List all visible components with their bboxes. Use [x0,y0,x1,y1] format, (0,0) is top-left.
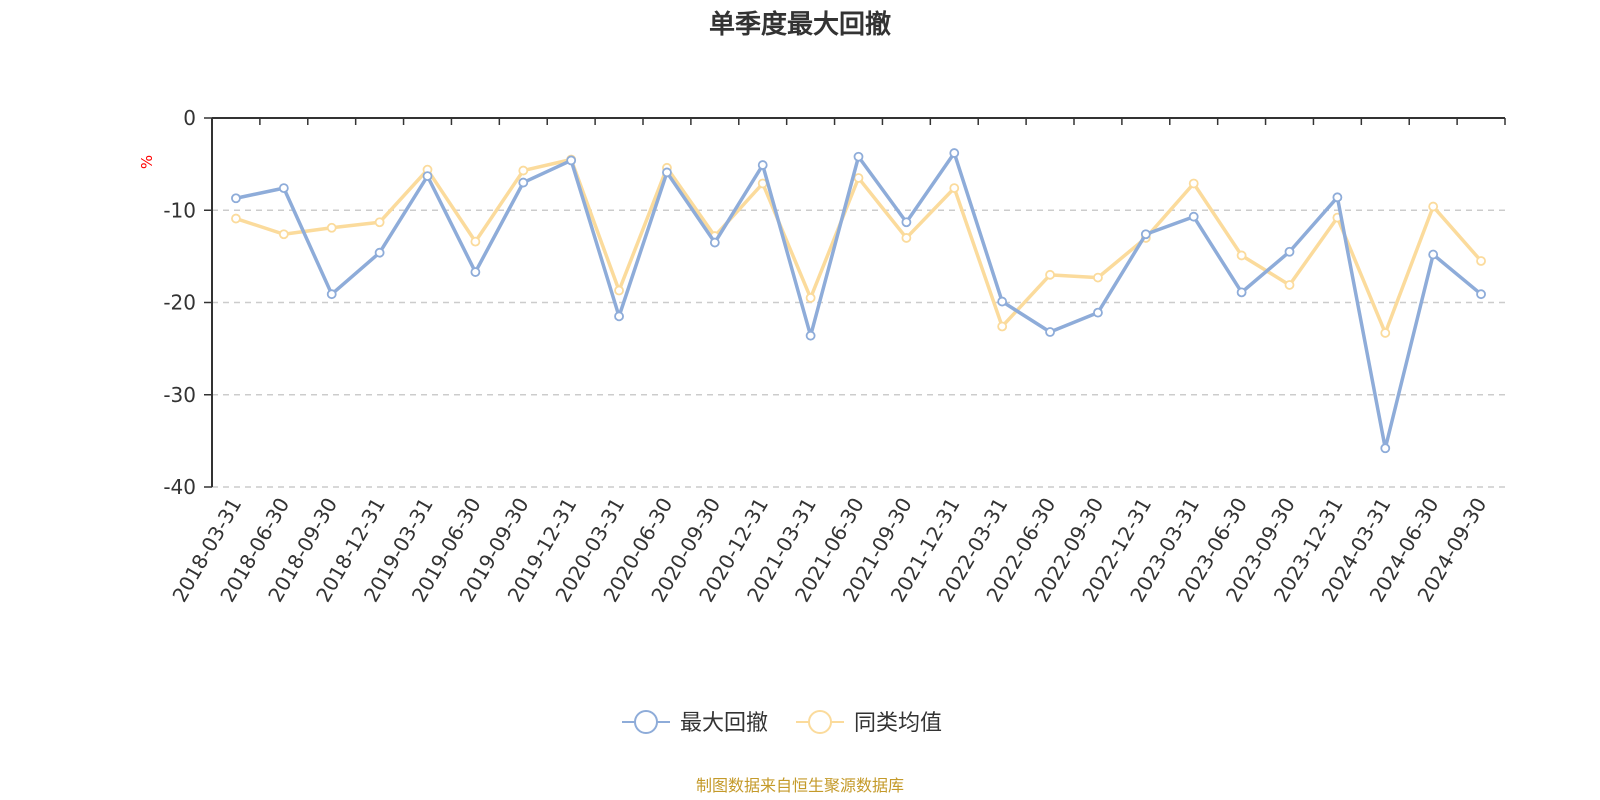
data-point[interactable] [1236,250,1247,261]
data-point[interactable] [949,183,960,194]
data-point[interactable] [1236,287,1247,298]
data-point[interactable] [805,292,816,303]
legend-item[interactable]: 同类均值 [796,710,942,736]
data-point[interactable] [662,167,672,178]
data-point[interactable] [470,267,481,277]
data-point[interactable] [1476,256,1486,266]
data-point[interactable] [1284,280,1295,290]
data-point[interactable] [1428,201,1439,212]
data-point[interactable] [1428,249,1439,260]
data-point[interactable] [1093,307,1103,318]
data-point[interactable] [997,321,1008,332]
data-point[interactable] [614,311,624,322]
y-tick-label: -20 [163,291,196,315]
data-point[interactable] [1332,192,1343,203]
data-point[interactable] [757,160,768,170]
y-axis-unit-label: % [138,155,156,169]
data-point[interactable] [278,229,289,240]
data-point[interactable] [566,155,577,166]
y-tick-label: -10 [163,198,196,222]
data-point[interactable] [949,148,960,158]
data-point[interactable] [1284,246,1295,257]
data-point[interactable] [326,222,337,233]
data-point[interactable] [422,171,433,182]
axes [204,117,1506,488]
data-point[interactable] [1140,229,1151,240]
legend-label: 同类均值 [854,711,942,736]
data-point[interactable] [1380,328,1391,338]
data-point[interactable] [518,177,529,188]
data-point[interactable] [853,173,864,183]
y-tick-label: -30 [163,383,196,407]
data-point[interactable] [901,217,912,228]
data-point[interactable] [1188,211,1199,222]
data-point[interactable] [470,236,481,247]
legend-item[interactable]: 最大回撤 [622,710,768,736]
data-point[interactable] [374,217,385,228]
legend-circle-icon [808,710,832,734]
data-point[interactable] [614,285,624,296]
data-point[interactable] [231,213,241,224]
data-point[interactable] [805,330,816,341]
data-point[interactable] [997,296,1008,307]
legend-label: 最大回撤 [680,711,768,736]
data-point[interactable] [709,237,720,248]
data-point[interactable] [326,289,337,300]
data-point[interactable] [518,165,529,176]
series-line [235,151,1483,451]
legend-circle-icon [634,710,658,734]
series-2 [231,154,1486,338]
source-note: 制图数据来自恒生聚源数据库 [696,776,904,795]
x-tick-labels: 2018-03-312018-06-302018-09-302018-12-31… [167,494,1491,607]
series-lines [231,148,1486,454]
y-tick-labels: 0 -10 -20 -30 -40 [163,106,196,499]
data-point[interactable] [231,193,241,204]
data-point[interactable] [278,183,289,194]
data-point[interactable] [1093,272,1103,283]
chart-title: 单季度最大回撤 [709,9,891,40]
y-tick-label: 0 [183,106,196,130]
data-point[interactable] [374,247,385,258]
data-point[interactable] [853,151,864,162]
data-point[interactable] [901,233,912,243]
data-point[interactable] [1476,289,1486,300]
y-tick-label: -40 [163,475,196,499]
series-1 [231,148,1486,454]
data-point[interactable] [1045,327,1055,337]
data-point[interactable] [1380,443,1391,454]
legend[interactable]: 最大回撤 同类均值 [622,710,942,736]
data-point[interactable] [1045,269,1055,280]
data-point[interactable] [1188,178,1199,189]
